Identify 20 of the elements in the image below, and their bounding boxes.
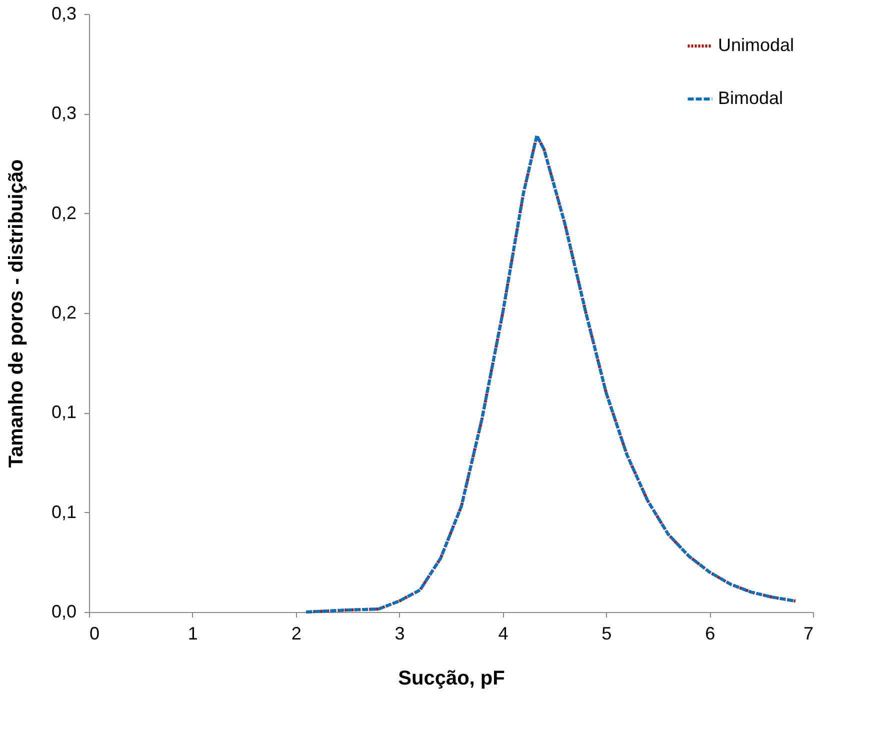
x-tick-label: 7	[803, 624, 814, 644]
x-tick-label: 5	[602, 624, 612, 644]
y-tick-label: 0,3	[51, 4, 76, 24]
y-tick-label: 0,2	[51, 302, 76, 322]
x-tick-label: 2	[291, 624, 302, 644]
y-tick-label: 0,1	[51, 502, 76, 522]
line-series	[304, 134, 797, 614]
x-tick-label: 3	[394, 624, 405, 644]
y-tick-label: 0,1	[51, 402, 76, 422]
x-tick-label: 6	[705, 624, 716, 644]
x-tick-label: 0	[90, 624, 100, 644]
y-tick-label: 0,0	[51, 602, 76, 622]
x-tick-label: 4	[498, 624, 508, 644]
y-tick-label: 0,2	[51, 202, 76, 223]
x-axis-title: Sucção, pF	[398, 668, 505, 690]
legend-label: Unimodal	[718, 35, 794, 55]
y-axis-title: Tamanho de poros - distribuição	[5, 159, 28, 468]
y-tick-label: 0,3	[51, 103, 76, 124]
x-tick-label: 1	[188, 624, 198, 644]
legend-label: Bimodal	[718, 88, 784, 108]
